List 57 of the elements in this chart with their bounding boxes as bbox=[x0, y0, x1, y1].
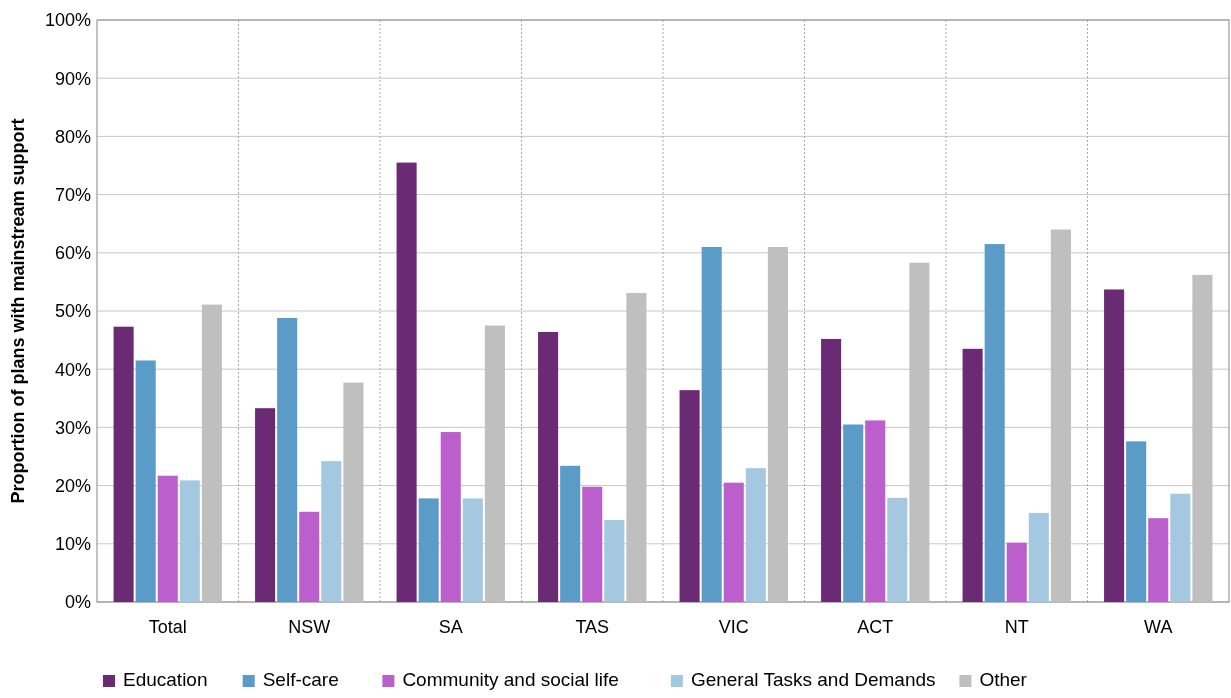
bar bbox=[679, 390, 700, 602]
bar bbox=[821, 338, 842, 602]
x-tick-label: TAS bbox=[575, 617, 610, 637]
bar bbox=[462, 498, 483, 602]
x-tick-label: NSW bbox=[288, 617, 331, 637]
bar bbox=[604, 519, 625, 602]
x-tick-label: NT bbox=[1004, 617, 1029, 637]
y-tick-label: 20% bbox=[54, 475, 91, 496]
legend-label: Community and social life bbox=[402, 669, 619, 690]
legend-label: Self-care bbox=[262, 669, 339, 690]
bar bbox=[582, 486, 603, 602]
bar bbox=[962, 348, 983, 602]
bar bbox=[1104, 289, 1125, 602]
bar bbox=[113, 326, 134, 602]
bar bbox=[887, 497, 908, 602]
x-tick-label: ACT bbox=[857, 617, 894, 637]
y-tick-label: 60% bbox=[54, 243, 91, 264]
bar bbox=[560, 465, 581, 602]
y-tick-label: 100% bbox=[44, 10, 91, 31]
bar bbox=[1126, 441, 1147, 602]
bar bbox=[745, 468, 766, 602]
bar bbox=[418, 498, 439, 602]
x-tick-label: VIC bbox=[718, 617, 749, 637]
legend-label: Education bbox=[123, 669, 208, 690]
y-tick-label: 40% bbox=[54, 359, 91, 380]
bar bbox=[865, 420, 886, 602]
y-tick-label: 50% bbox=[54, 301, 91, 322]
x-tick-label: Total bbox=[148, 617, 187, 637]
y-tick-label: 30% bbox=[54, 417, 91, 438]
y-tick-label: 0% bbox=[64, 592, 91, 613]
y-tick-label: 90% bbox=[54, 68, 91, 89]
bar bbox=[723, 482, 744, 602]
y-tick-label: 10% bbox=[54, 534, 91, 555]
legend-label: General Tasks and Demands bbox=[690, 669, 936, 690]
x-tick-label: SA bbox=[438, 617, 463, 637]
bar bbox=[538, 331, 559, 602]
bar bbox=[1028, 512, 1049, 602]
bar bbox=[157, 475, 178, 602]
y-tick-label: 80% bbox=[54, 126, 91, 147]
y-axis-title: Proportion of plans with mainstream support bbox=[8, 118, 28, 504]
bar bbox=[321, 461, 342, 602]
bar bbox=[984, 244, 1005, 602]
bar bbox=[179, 480, 200, 602]
x-tick-label: WA bbox=[1144, 617, 1173, 637]
bar bbox=[396, 162, 417, 602]
bar bbox=[843, 424, 864, 602]
bar bbox=[1148, 518, 1169, 602]
bar bbox=[1006, 542, 1027, 602]
bar bbox=[255, 408, 276, 602]
bar bbox=[440, 432, 461, 602]
bar bbox=[299, 511, 320, 602]
bar bbox=[277, 317, 298, 602]
bar bbox=[1170, 493, 1191, 602]
bar bbox=[701, 246, 722, 602]
legend-label: Other bbox=[979, 669, 1028, 690]
bar bbox=[135, 360, 156, 602]
y-tick-label: 70% bbox=[54, 184, 91, 205]
